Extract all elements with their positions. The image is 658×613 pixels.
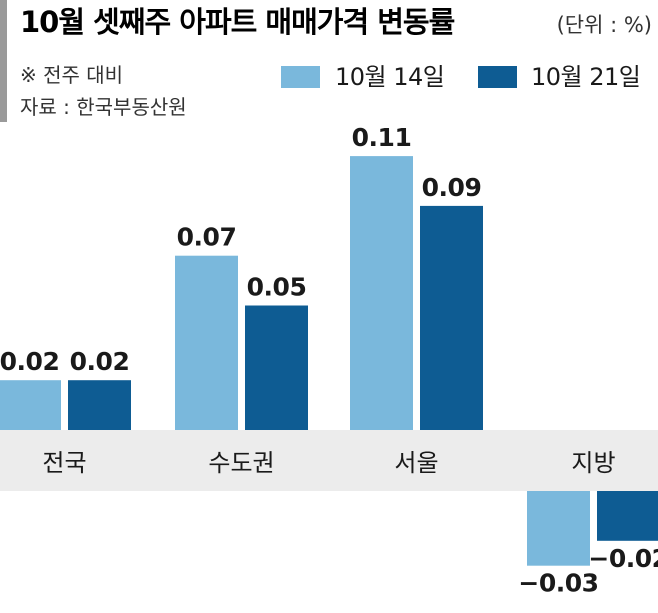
legend-label-series-2: 10월 21일 xyxy=(531,63,640,91)
bar-0-series-1 xyxy=(0,380,61,430)
value-labels: 0.02 0.02 0.07 0.05 0.11 0.09 −0.03−0.02 xyxy=(0,123,658,598)
bar-0-series-2 xyxy=(68,380,131,430)
bar-1-series-2 xyxy=(245,305,308,430)
category-band xyxy=(0,430,658,491)
category-label-1: 수도권 xyxy=(208,449,274,477)
value-label-2-series-1: 0.11 xyxy=(352,123,412,152)
category-labels: 전국 수도권 서울 지방 xyxy=(42,449,615,477)
bar-1-series-1 xyxy=(175,255,238,430)
header-accent-bar xyxy=(0,0,7,122)
legend-swatch-series-1 xyxy=(281,66,320,88)
bar-3-series-1 xyxy=(527,491,590,566)
legend-label-series-1: 10월 14일 xyxy=(335,63,444,91)
value-label-3-series-2: −0.02 xyxy=(588,544,658,573)
bar-2-series-2 xyxy=(420,205,483,430)
legend: 10월 14일 10월 21일 xyxy=(281,63,641,91)
bar-2-series-1 xyxy=(350,156,413,430)
value-label-3-series-1: −0.03 xyxy=(518,569,598,598)
comparison-note: ※ 전주 대비 xyxy=(20,63,123,87)
value-label-1-series-1: 0.07 xyxy=(177,223,237,252)
category-label-0: 전국 xyxy=(42,449,86,477)
category-label-2: 서울 xyxy=(394,449,438,477)
legend-swatch-series-2 xyxy=(478,66,517,88)
source-label: 자료 : 한국부동산원 xyxy=(20,95,187,119)
value-label-1-series-2: 0.05 xyxy=(247,273,307,302)
value-label-2-series-2: 0.09 xyxy=(422,173,482,202)
bar-3-series-2 xyxy=(597,491,658,541)
value-label-0-series-1: 0.02 xyxy=(0,347,59,376)
value-label-0-series-2: 0.02 xyxy=(70,347,130,376)
category-label-3: 지방 xyxy=(571,449,615,477)
bars xyxy=(0,156,658,566)
chart-title: 10월 셋째주 아파트 매매가격 변동률 xyxy=(20,5,455,39)
unit-label: (단위 : %) xyxy=(557,13,652,37)
